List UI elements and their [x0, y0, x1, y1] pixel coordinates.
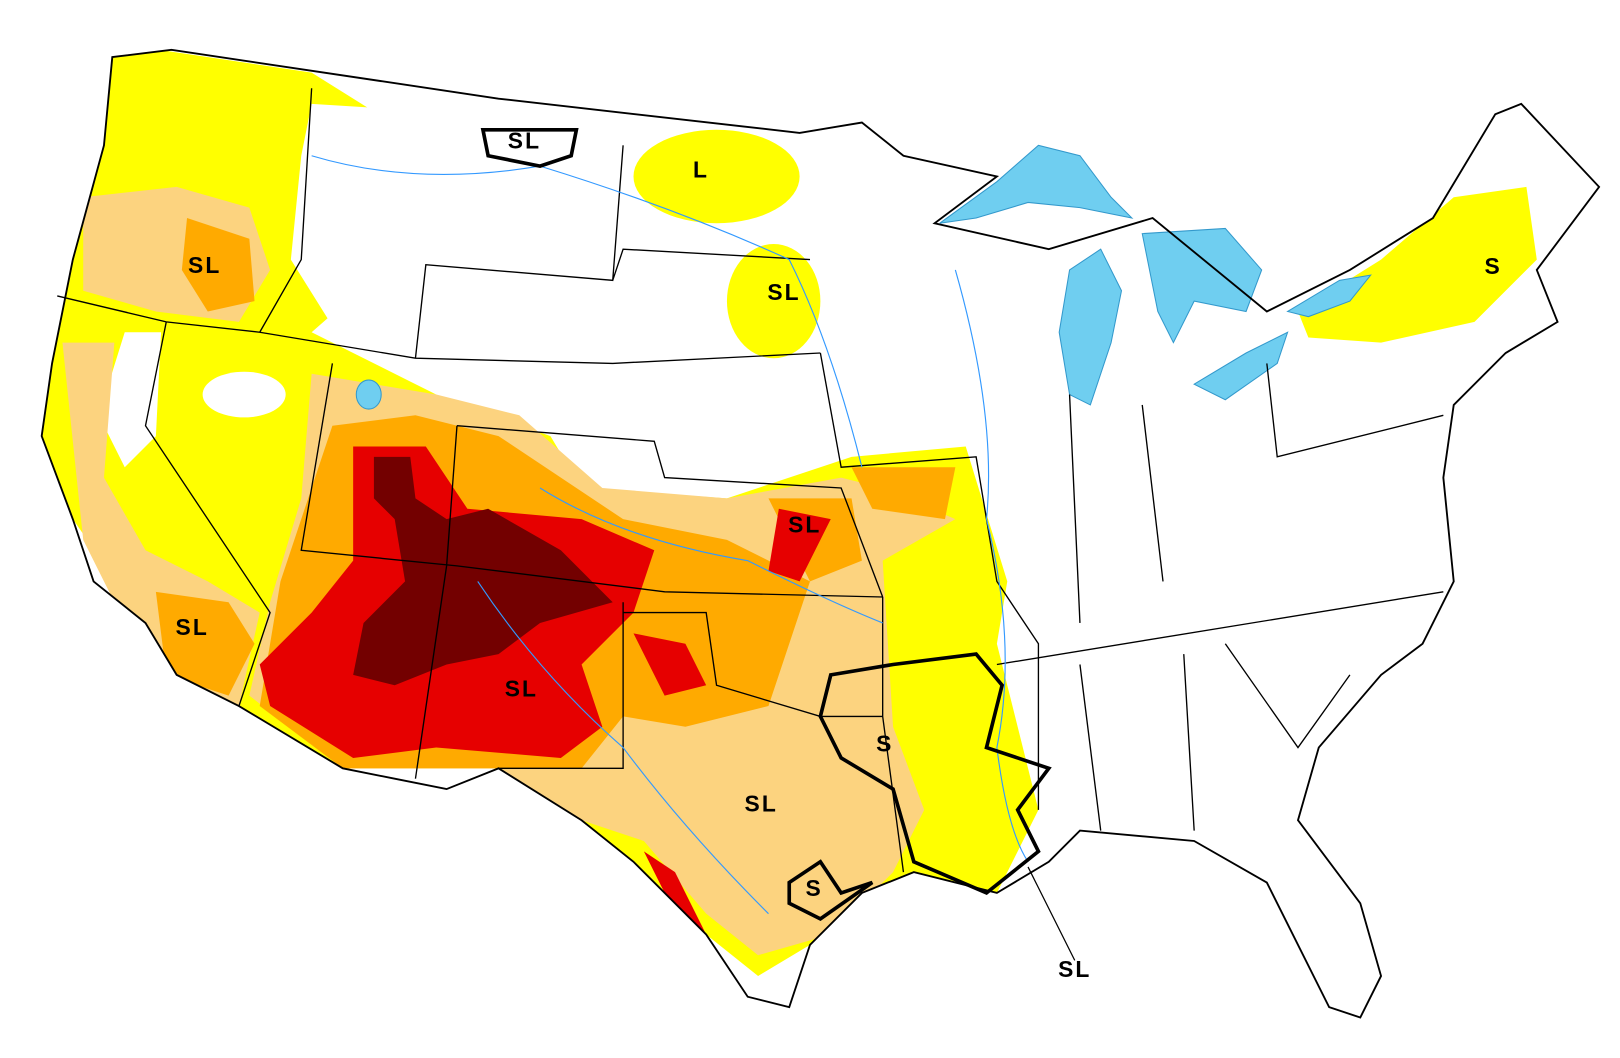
impact-label: SL: [505, 675, 538, 701]
impact-label: S: [1485, 253, 1502, 279]
impact-label: SL: [788, 511, 821, 537]
impact-label: SL: [1058, 956, 1091, 982]
lakes: [355, 144, 1372, 410]
impact-label: SL: [188, 252, 221, 278]
rivers: [311, 155, 1029, 915]
impact-label: SL: [745, 791, 778, 817]
impact-outlines: [480, 127, 1052, 921]
impact-label: SL: [176, 614, 209, 640]
impact-label: L: [693, 156, 709, 182]
impact-label: SL: [508, 127, 541, 153]
impact-label: S: [805, 875, 822, 901]
callout-line: [1027, 866, 1076, 961]
impact-label: SL: [767, 279, 800, 305]
impact-label: S: [876, 731, 893, 757]
impact-labels: SL L SL SL S SL SL SL S SL S SL: [176, 127, 1502, 982]
